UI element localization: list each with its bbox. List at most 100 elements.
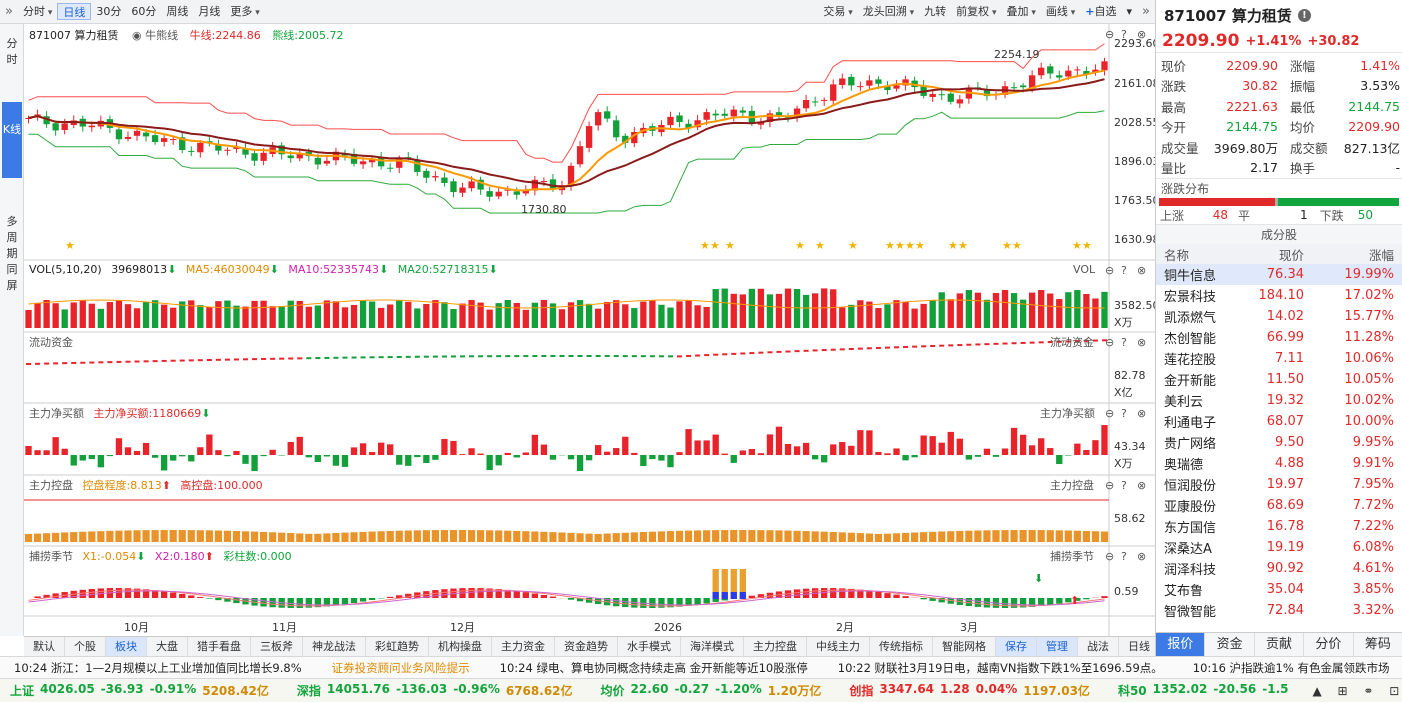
candle-body — [1092, 69, 1099, 73]
constituent-row[interactable]: 贵广网络 9.50 9.95% — [1156, 432, 1402, 453]
tab-30min[interactable]: 30分 — [96, 5, 122, 18]
template-tab[interactable]: 主力控盘 — [744, 637, 807, 656]
constituent-row[interactable]: 艾布鲁 35.04 3.85% — [1156, 579, 1402, 600]
constituent-row[interactable]: 凯添燃气 14.02 15.77% — [1156, 306, 1402, 327]
constituent-row[interactable]: 美利云 19.32 10.02% — [1156, 390, 1402, 411]
constituent-row[interactable]: 恒润股份 19.97 7.95% — [1156, 474, 1402, 495]
tab-daily[interactable]: 日线 — [57, 3, 92, 20]
adjust-button[interactable]: 前复权 — [951, 3, 1001, 20]
template-tab[interactable]: 机构操盘 — [429, 637, 492, 656]
watchlist-button[interactable]: +自选 — [1085, 5, 1117, 18]
template-tab[interactable]: 传统指标 — [870, 637, 933, 656]
panel-tab[interactable]: 筹码 — [1354, 633, 1402, 656]
template-tab[interactable]: 默认 — [24, 637, 65, 656]
constituent-row[interactable]: 润泽科技 90.92 4.61% — [1156, 558, 1402, 579]
index-item[interactable]: 深指 14051.76 -136.03 -0.96% 6768.62亿 — [287, 682, 573, 699]
netbuy-bar — [25, 446, 32, 455]
template-tab[interactable]: 神龙战法 — [303, 637, 366, 656]
news-item[interactable]: 10:22 财联社3月19日电，越南VN指数下跌1%至1696.59点。 — [837, 660, 1163, 675]
draw-button[interactable]: 画线 — [1041, 3, 1080, 20]
nine-turn-button[interactable]: 九转 — [924, 5, 947, 18]
panel-tab[interactable]: 分价 — [1304, 633, 1354, 656]
netbuy-bar — [893, 448, 900, 455]
constituent-name: 铜牛信息 — [1164, 269, 1217, 284]
template-tab[interactable]: 资金趋势 — [555, 637, 618, 656]
y-tick-label: 1630.98 — [1114, 233, 1155, 246]
constituent-row[interactable]: 杰创智能 66.99 11.28% — [1156, 327, 1402, 348]
panel-tab[interactable]: 资金 — [1205, 633, 1255, 656]
tab-monthly[interactable]: 月线 — [198, 5, 221, 18]
template-tab[interactable]: 大盘 — [147, 637, 188, 656]
manage-button[interactable]: 管理 — [1037, 637, 1078, 656]
template-tab[interactable]: 三板斧 — [251, 637, 303, 656]
template-tab[interactable]: 中线主力 — [807, 637, 870, 656]
candle-body — [839, 78, 846, 85]
constituent-row[interactable]: 东方国信 16.78 7.22% — [1156, 516, 1402, 537]
tab-multi-period[interactable]: 多周期同屏 — [6, 215, 18, 292]
tab-weekly[interactable]: 周线 — [166, 5, 189, 18]
dropdown-icon[interactable]: ▾ — [1126, 5, 1133, 18]
constituent-row[interactable]: 利通电子 68.07 10.00% — [1156, 411, 1402, 432]
constituent-row[interactable]: 奥瑞德 4.88 9.91% — [1156, 453, 1402, 474]
season-tag: 捕捞季节 — [1050, 550, 1094, 563]
x-axis-label: 10月 — [124, 621, 149, 634]
index-item[interactable]: 科50 1352.02 -20.56 -1.5 — [1108, 682, 1295, 699]
quote-label: 成交额 — [1290, 140, 1328, 156]
index-item[interactable]: 上证 4026.05 -36.93 -0.91% 5208.42亿 — [0, 682, 269, 699]
news-item[interactable]: 10:24 浙江：1—2月规模以上工业增加值同比增长9.8% — [14, 660, 302, 675]
template-tab[interactable]: 彩虹趋势 — [366, 637, 429, 656]
index-change: -136.03 — [395, 682, 448, 696]
flow-title: 流动资金 — [29, 336, 73, 349]
constituent-row[interactable]: 金开新能 11.50 10.05% — [1156, 369, 1402, 390]
panel-tab[interactable]: 报价 — [1156, 633, 1206, 656]
indicator-select[interactable]: ◉ 牛熊线 — [132, 29, 179, 42]
control-bar — [133, 530, 141, 542]
tab-60min[interactable]: 60分 — [131, 5, 157, 18]
template-tab[interactable]: 水手模式 — [618, 637, 681, 656]
index-item[interactable]: 创指 3347.64 1.28 0.04% 1197.03亿 — [839, 682, 1090, 699]
expand-icon[interactable]: » — [1142, 4, 1150, 19]
overlay-button[interactable]: 叠加 — [1002, 3, 1041, 20]
chart-area[interactable]: 2293.60 2161.08 2028.55 1896.03 1763.50 1630.… — [24, 24, 1155, 636]
col-change[interactable]: 涨幅 — [1368, 247, 1394, 263]
strategy-button[interactable]: 战法 — [1078, 637, 1119, 656]
trade-button[interactable]: 交易 — [818, 3, 857, 20]
control-bar — [350, 532, 358, 542]
constituent-row[interactable]: 莲花控股 7.11 10.06% — [1156, 348, 1402, 369]
col-name[interactable]: 名称 — [1164, 247, 1190, 263]
period-label[interactable]: 日线 — [1119, 637, 1160, 656]
season-bar — [929, 598, 936, 601]
tab-more[interactable]: 更多 — [225, 3, 264, 20]
news-item[interactable]: 10:16 沪指跌逾1% 有色金属领跌市场 — [1192, 660, 1390, 675]
constituent-row[interactable]: 铜牛信息 76.34 19.99% — [1156, 264, 1402, 285]
tab-kline[interactable]: K线 — [2, 102, 22, 178]
template-tab[interactable]: 海洋模式 — [681, 637, 744, 656]
news-item[interactable]: 10:24 绿电、算电协同概念持续走高 金开新能等近10股涨停 — [499, 660, 808, 675]
netbuy-bar — [1056, 455, 1063, 465]
season-bar — [441, 589, 448, 598]
collapse-icon[interactable]: » — [5, 4, 13, 19]
index-item[interactable]: 均价 22.60 -0.27 -1.20% 1.20万亿 — [591, 682, 822, 699]
risk-notice-link[interactable]: 证券投资顾问业务风险提示 — [331, 660, 470, 675]
constituent-row[interactable]: 深桑达A 19.19 6.08% — [1156, 537, 1402, 558]
info-icon[interactable]: ! — [1297, 8, 1311, 22]
volume-bar — [965, 290, 973, 328]
leader-review-button[interactable]: 龙头回溯 — [858, 3, 919, 20]
tab-timeshare[interactable]: 分时 — [6, 37, 18, 66]
template-tab[interactable]: 智能网格 — [933, 637, 996, 656]
panel-tab[interactable]: 贡献 — [1255, 633, 1305, 656]
template-tab[interactable]: 个股 — [65, 637, 106, 656]
constituent-row[interactable]: 宏景科技 184.10 17.02% — [1156, 285, 1402, 306]
tab-minute[interactable]: 分时 — [18, 3, 57, 20]
status-icons[interactable]: ▲ ⊞ ⚭ ⊡ ◫ ▢ ▣ ⊠ — [1312, 683, 1402, 698]
template-tab[interactable]: 主力资金 — [492, 637, 555, 656]
constituent-row[interactable]: 智微智能 72.84 3.32% — [1156, 600, 1402, 621]
constituent-row[interactable]: 亚康股份 68.69 7.72% — [1156, 495, 1402, 516]
constituent-name: 艾布鲁 — [1164, 584, 1204, 599]
quote-value: 2.17 — [1250, 160, 1278, 176]
volume-bar — [287, 300, 294, 328]
template-tab[interactable]: 猎手看盘 — [188, 637, 251, 656]
template-tab[interactable]: 板块 — [106, 637, 147, 656]
col-price[interactable]: 现价 — [1278, 247, 1304, 263]
save-button[interactable]: 保存 — [996, 637, 1037, 656]
